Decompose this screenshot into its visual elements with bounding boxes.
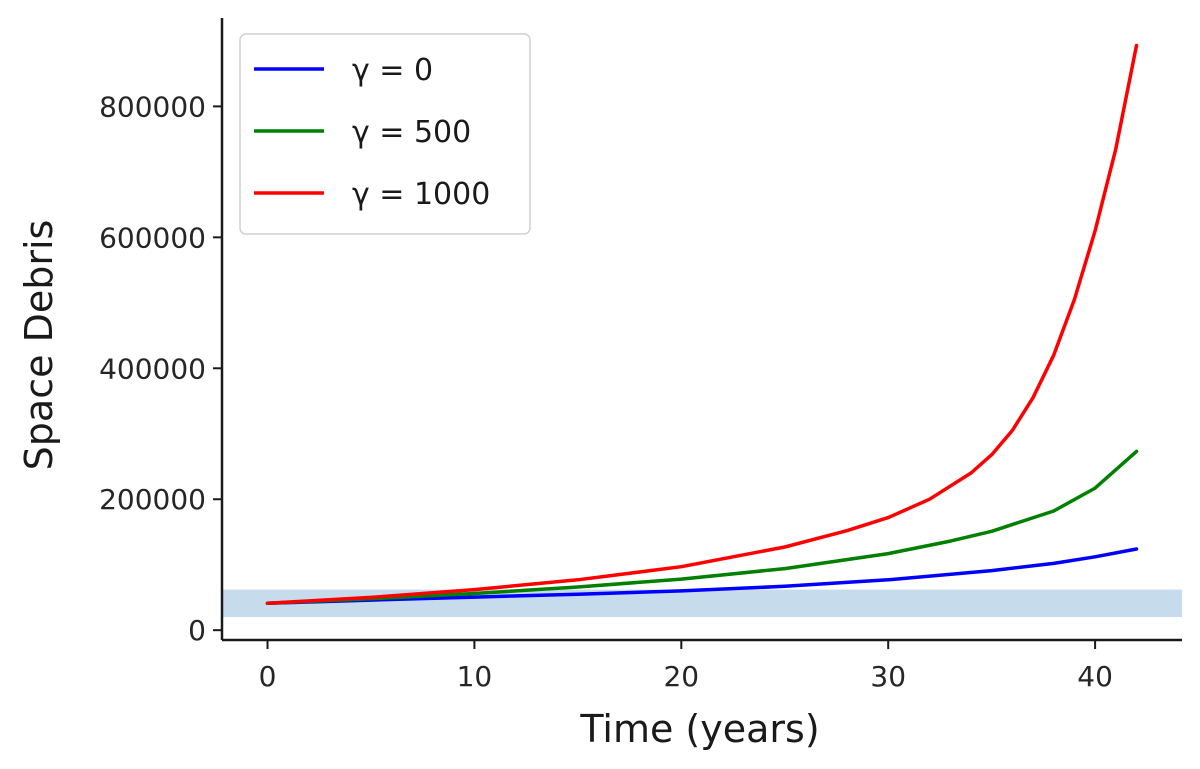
y-axis-label: Space Debris (17, 220, 61, 471)
ticks-layer: 0 10 20 30 40 0 200000 400000 600000 800000 (99, 90, 1113, 693)
x-tick-label: 0 (259, 660, 277, 693)
series-line-1 (265, 449, 1139, 606)
axes-layer (220, 18, 1182, 642)
shaded-band (222, 589, 1182, 618)
shaded-band-layer (222, 589, 1182, 618)
y-tick-label: 600000 (99, 221, 206, 254)
legend-label-1: γ = 500 (352, 115, 471, 150)
y-tick-label: 800000 (99, 90, 206, 123)
y-tick-label: 400000 (99, 352, 206, 385)
y-tick-label: 0 (188, 614, 206, 647)
legend: γ = 0 γ = 500 γ = 1000 (239, 33, 531, 235)
x-tick-label: 20 (663, 660, 699, 693)
x-tick-label: 10 (457, 660, 493, 693)
y-tick-label: 200000 (99, 483, 206, 516)
series-line-0 (265, 547, 1139, 606)
x-tick-label: 40 (1077, 660, 1113, 693)
legend-label-0: γ = 0 (352, 53, 433, 88)
legend-label-2: γ = 1000 (352, 177, 490, 212)
x-axis-label: Time (years) (579, 707, 819, 751)
series-line-2 (265, 43, 1139, 606)
x-tick-label: 30 (870, 660, 906, 693)
legend-box (239, 33, 531, 235)
series-layer (265, 43, 1139, 606)
